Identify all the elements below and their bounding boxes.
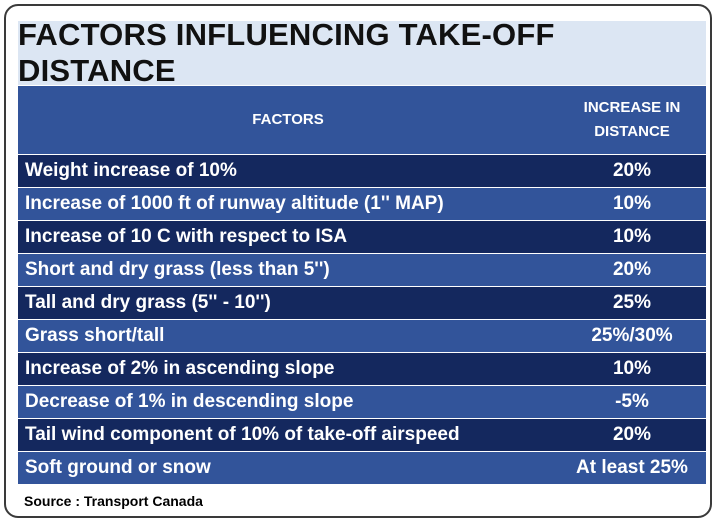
factor-cell: Increase of 1000 ft of runway altitude (… xyxy=(18,187,558,221)
value-cell: 25% xyxy=(558,286,706,320)
table-row: Short and dry grass (less than 5'') 20% xyxy=(18,253,706,287)
factor-cell: Tall and dry grass (5'' - 10'') xyxy=(18,286,558,320)
table-row: Tall and dry grass (5'' - 10'') 25% xyxy=(18,286,706,320)
table-header-row: FACTORS INCREASE IN DISTANCE xyxy=(18,86,706,155)
factors-table-container: FACTORS INCREASE IN DISTANCE Weight incr… xyxy=(18,86,706,485)
factor-cell: Soft ground or snow xyxy=(18,451,558,485)
value-cell: 10% xyxy=(558,220,706,254)
header-increase-in-distance: INCREASE IN DISTANCE xyxy=(558,86,706,155)
table-row: Increase of 10 C with respect to ISA 10% xyxy=(18,220,706,254)
factor-cell: Decrease of 1% in descending slope xyxy=(18,385,558,419)
header-factors: FACTORS xyxy=(18,86,558,155)
header-increase-line1: INCREASE IN xyxy=(583,99,681,116)
factor-cell: Tail wind component of 10% of take-off a… xyxy=(18,418,558,452)
page-title: FACTORS INFLUENCING TAKE-OFF DISTANCE xyxy=(18,17,706,88)
value-cell: -5% xyxy=(558,385,706,419)
value-cell: 20% xyxy=(558,418,706,452)
table-row: Increase of 2% in ascending slope 10% xyxy=(18,352,706,386)
factor-cell: Weight increase of 10% xyxy=(18,154,558,188)
value-cell: 20% xyxy=(558,154,706,188)
document-frame: FACTORS INFLUENCING TAKE-OFF DISTANCE FA… xyxy=(4,4,712,518)
factor-cell: Increase of 10 C with respect to ISA xyxy=(18,220,558,254)
table-row: Tail wind component of 10% of take-off a… xyxy=(18,418,706,452)
table-row: Soft ground or snow At least 25% xyxy=(18,451,706,485)
factor-cell: Short and dry grass (less than 5'') xyxy=(18,253,558,287)
table-row: Weight increase of 10% 20% xyxy=(18,154,706,188)
table-row: Grass short/tall 25%/30% xyxy=(18,319,706,353)
value-cell: At least 25% xyxy=(558,451,706,485)
factor-cell: Grass short/tall xyxy=(18,319,558,353)
source-note: Source : Transport Canada xyxy=(24,493,203,509)
value-cell: 10% xyxy=(558,187,706,221)
table-row: Increase of 1000 ft of runway altitude (… xyxy=(18,187,706,221)
factor-cell: Increase of 2% in ascending slope xyxy=(18,352,558,386)
header-increase-line2: DISTANCE xyxy=(594,123,670,140)
table-row: Decrease of 1% in descending slope -5% xyxy=(18,385,706,419)
value-cell: 20% xyxy=(558,253,706,287)
factors-table: FACTORS INCREASE IN DISTANCE Weight incr… xyxy=(18,86,706,485)
value-cell: 10% xyxy=(558,352,706,386)
value-cell: 25%/30% xyxy=(558,319,706,353)
